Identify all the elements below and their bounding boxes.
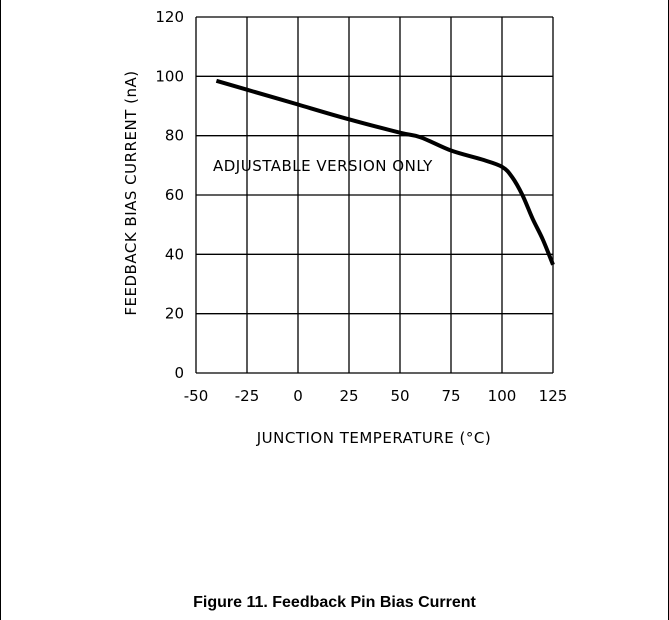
x-tick-label: 100	[488, 387, 517, 405]
y-tick-label: 0	[174, 364, 184, 382]
tick-labels: -50 -25 0 25 50 75 100 125 0 20 40 60 80 100 120	[155, 8, 567, 405]
y-tick-label: 80	[165, 127, 184, 145]
x-tick-label: 50	[390, 387, 409, 405]
x-tick-label: -50	[184, 387, 209, 405]
y-tick-label: 100	[155, 67, 184, 85]
x-tick-label: 125	[539, 387, 568, 405]
annotation-label: ADJUSTABLE VERSION ONLY	[213, 157, 433, 175]
x-axis-title: JUNCTION TEMPERATURE (°C)	[256, 429, 491, 447]
y-tick-label: 60	[165, 186, 184, 204]
y-tick-label: 20	[165, 305, 184, 323]
x-tick-label: 75	[441, 387, 460, 405]
y-tick-label: 120	[155, 8, 184, 26]
x-tick-label: -25	[235, 387, 260, 405]
figure-caption: Figure 11. Feedback Pin Bias Current	[193, 594, 476, 611]
x-tick-label: 0	[293, 387, 303, 405]
feedback-bias-current-chart: -50 -25 0 25 50 75 100 125 0 20 40 60 80 100 120 ADJUS…	[122, 8, 567, 447]
series-line	[215, 78, 555, 266]
grid	[195, 16, 554, 374]
series-layer	[215, 78, 555, 266]
x-tick-label: 25	[339, 387, 358, 405]
y-axis-title: FEEDBACK BIAS CURRENT (nA)	[122, 70, 140, 315]
y-tick-label: 40	[165, 245, 184, 263]
